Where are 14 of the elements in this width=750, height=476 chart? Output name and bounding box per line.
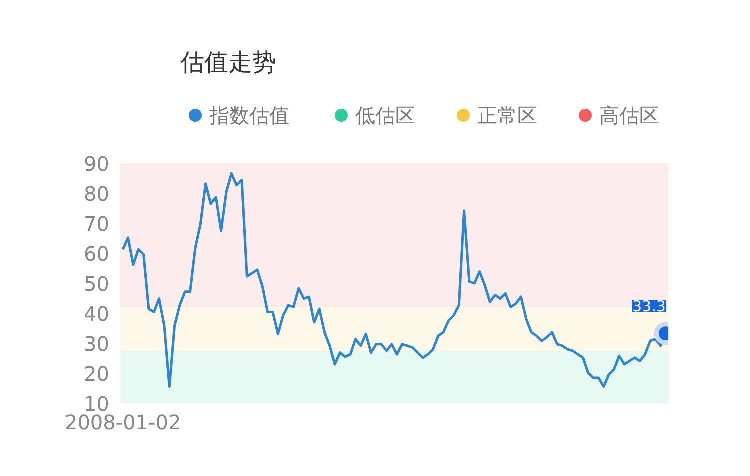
y-tick-label: 70 [84, 212, 110, 236]
y-tick-label: 30 [84, 332, 110, 356]
y-tick-label: 50 [84, 272, 110, 296]
y-tick-label: 80 [84, 182, 110, 206]
y-tick-label: 60 [84, 242, 110, 266]
legend-label: 正常区 [478, 104, 538, 128]
legend-label: 高估区 [600, 104, 660, 128]
y-tick-label: 90 [84, 152, 110, 176]
annotation: 33.3 [632, 298, 666, 316]
chart-title: 估值走势 [180, 48, 276, 76]
y-tick-label: 20 [84, 362, 110, 386]
legend-label: 指数估值 [208, 104, 290, 128]
y-tick-label: 40 [84, 302, 110, 326]
legend-label: 低估区 [356, 104, 416, 128]
